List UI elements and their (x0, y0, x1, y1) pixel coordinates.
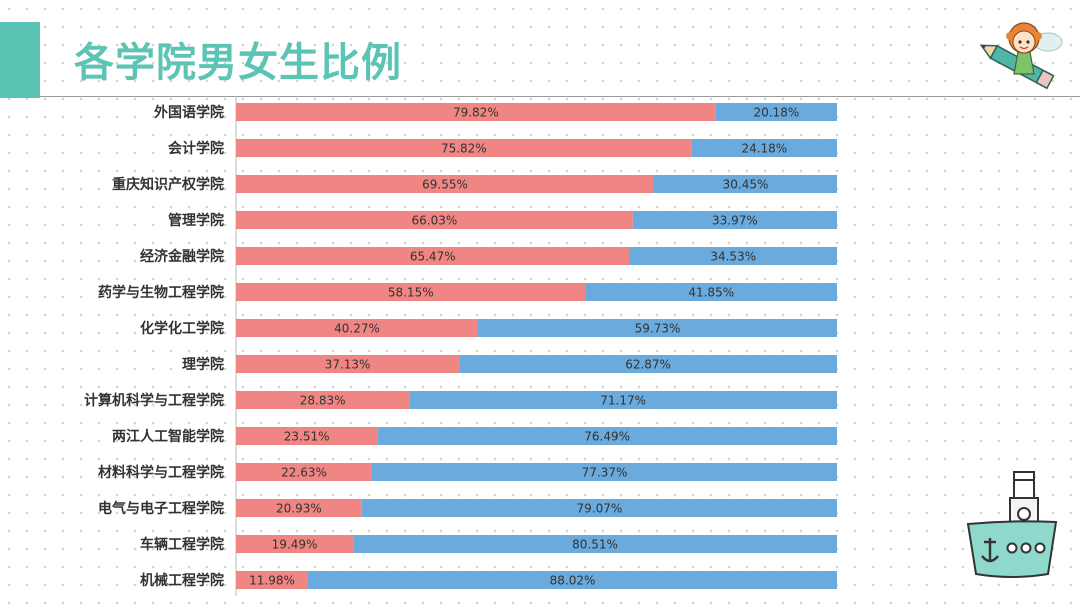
category-label: 外国语学院 (154, 104, 224, 121)
bar-segment-red (236, 499, 362, 517)
data-label: 24.18% (741, 142, 787, 156)
data-label: 11.98% (249, 574, 295, 588)
bar-segment-red (236, 391, 410, 409)
bar-segment-blue (632, 211, 837, 229)
data-label: 71.17% (600, 394, 646, 408)
bar-segment-blue (377, 427, 837, 445)
bar-segment-blue (372, 463, 837, 481)
data-label: 20.18% (753, 106, 799, 120)
bar-segment-red (236, 139, 692, 157)
bar-segment-red (236, 427, 378, 445)
title-accent-block (0, 22, 40, 98)
category-label: 药学与生物工程学院 (98, 284, 224, 301)
bar-segment-blue (361, 499, 837, 517)
bar-segment-red (236, 103, 716, 121)
title-underline (40, 96, 1080, 97)
data-label: 58.15% (388, 286, 434, 300)
category-label: 计算机科学与工程学院 (84, 392, 224, 409)
category-label: 机械工程学院 (140, 572, 224, 589)
category-label: 两江人工智能学院 (112, 428, 224, 445)
category-label: 电气与电子工程学院 (98, 500, 224, 517)
data-label: 66.03% (412, 214, 458, 228)
bar-segment-blue (459, 355, 837, 373)
data-label: 77.37% (582, 466, 628, 480)
data-label: 75.82% (441, 142, 487, 156)
data-label: 28.83% (300, 394, 346, 408)
data-label: 30.45% (723, 178, 769, 192)
data-label: 69.55% (422, 178, 468, 192)
bar-segment-blue (585, 283, 837, 301)
data-label: 80.51% (572, 538, 618, 552)
category-label: 管理学院 (168, 212, 224, 229)
bar-segment-blue (353, 535, 837, 553)
data-label: 23.51% (284, 430, 330, 444)
category-label: 会计学院 (168, 140, 224, 157)
data-label: 41.85% (688, 286, 734, 300)
bar-segment-red (236, 175, 654, 193)
data-label: 59.73% (635, 322, 681, 336)
bar-segment-blue (653, 175, 837, 193)
bar-segment-blue (629, 247, 837, 265)
data-label: 40.27% (334, 322, 380, 336)
category-label: 理学院 (182, 356, 224, 373)
ship-anchor-illustration (966, 471, 1058, 578)
bar-segment-red (236, 211, 633, 229)
bar-segment-blue (409, 391, 837, 409)
category-label: 经济金融学院 (140, 248, 224, 265)
data-label: 34.53% (710, 250, 756, 264)
data-label: 79.07% (577, 502, 623, 516)
bar-segment-red (236, 319, 479, 337)
bar-segment-blue (478, 319, 837, 337)
data-label: 19.49% (272, 538, 318, 552)
bar-segment-blue (715, 103, 837, 121)
category-label: 重庆知识产权学院 (112, 176, 224, 193)
page-title: 各学院男女生比例 (74, 40, 402, 86)
bar-segment-red (236, 283, 586, 301)
bar-segment-red (236, 571, 308, 589)
data-label: 22.63% (281, 466, 327, 480)
bar-segment-blue (691, 139, 837, 157)
data-label: 65.47% (410, 250, 456, 264)
bar-segment-red (236, 463, 373, 481)
data-label: 79.82% (453, 106, 499, 120)
category-label: 材料科学与工程学院 (98, 464, 224, 481)
category-label: 车辆工程学院 (140, 536, 224, 553)
bar-segment-red (236, 535, 354, 553)
data-label: 62.87% (625, 358, 671, 372)
bar-segment-red (236, 247, 630, 265)
bar-segment-blue (307, 571, 838, 589)
data-label: 37.13% (325, 358, 371, 372)
category-label: 化学化工学院 (140, 320, 224, 337)
bar-segment-red (236, 355, 460, 373)
data-label: 88.02% (550, 574, 596, 588)
data-label: 20.93% (276, 502, 322, 516)
data-label: 33.97% (712, 214, 758, 228)
girl-on-pencil-illustration (979, 22, 1063, 90)
data-label: 76.49% (584, 430, 630, 444)
